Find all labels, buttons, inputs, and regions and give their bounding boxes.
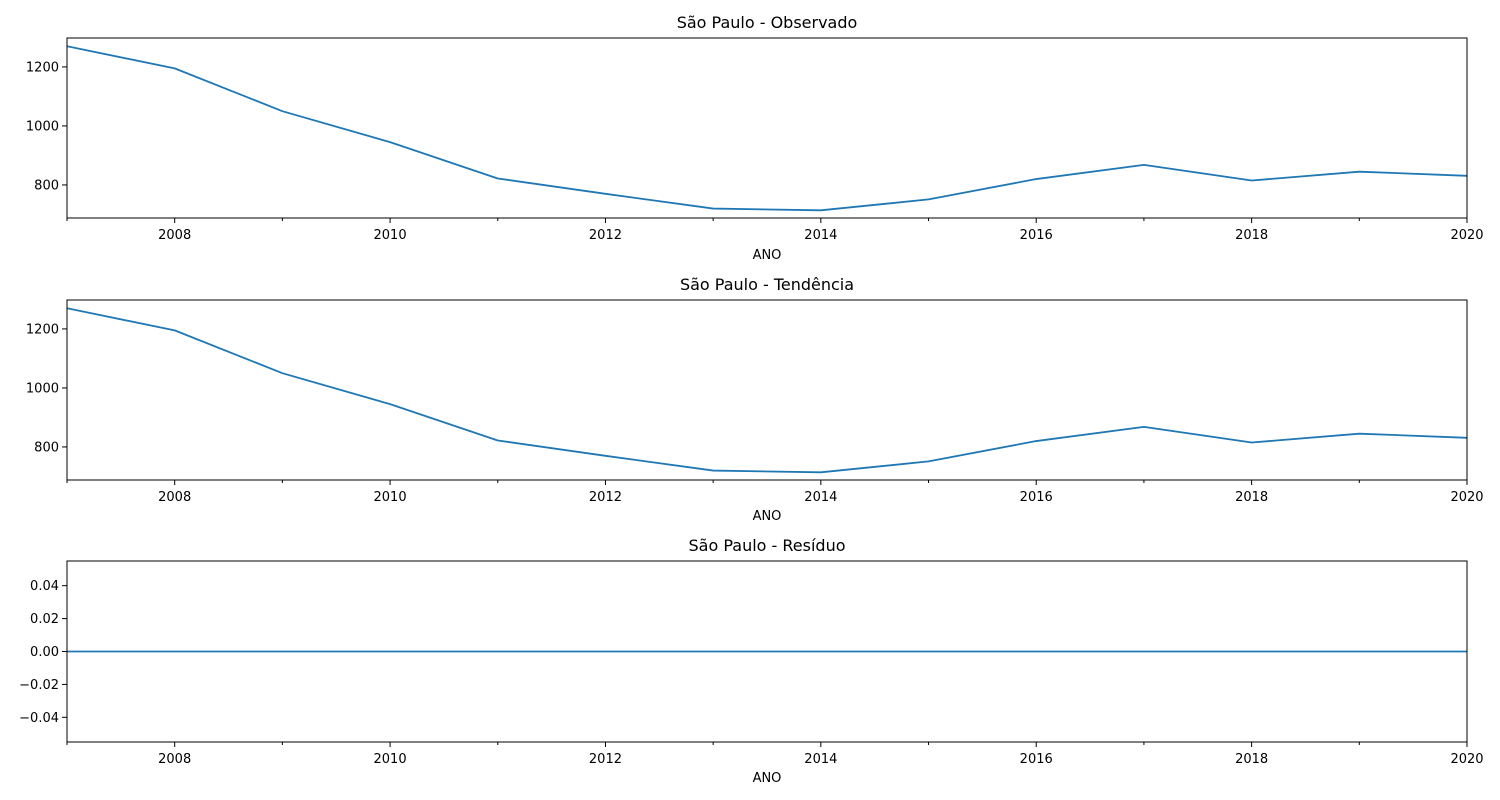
- trend-x-tick-label: 2018: [1235, 490, 1268, 505]
- trend-x-tick-label: 2010: [374, 490, 407, 505]
- trend-x-tick-label: 2012: [589, 490, 622, 505]
- observed-title: São Paulo - Observado: [677, 13, 858, 32]
- observed-x-tick-label: 2012: [589, 228, 622, 243]
- residual-x-tick-label: 2020: [1450, 752, 1483, 767]
- observed-x-tick-label: 2008: [158, 228, 191, 243]
- residual-x-axis-label: ANO: [753, 771, 782, 786]
- trend-x-tick-label: 2008: [158, 490, 191, 505]
- observed-y-tick-label: 1200: [26, 60, 59, 75]
- residual-x-tick-label: 2012: [589, 752, 622, 767]
- residual-x-tick-label: 2016: [1020, 752, 1053, 767]
- observed-x-tick-label: 2016: [1020, 228, 1053, 243]
- observed-x-tick-label: 2020: [1450, 228, 1483, 243]
- residual-y-tick-label: 0.00: [30, 645, 59, 660]
- trend-y-tick-label: 1000: [26, 381, 59, 396]
- observed-x-tick-label: 2014: [804, 228, 837, 243]
- residual-y-tick-label: −0.04: [19, 711, 59, 726]
- trend-y-tick-label: 1200: [26, 322, 59, 337]
- residual-y-tick-label: −0.02: [19, 678, 59, 693]
- observed-x-tick-label: 2010: [374, 228, 407, 243]
- trend-title: São Paulo - Tendência: [680, 275, 854, 294]
- observed-x-tick-label: 2018: [1235, 228, 1268, 243]
- observed-y-tick-label: 800: [34, 178, 59, 193]
- residual-x-tick-label: 2008: [158, 752, 191, 767]
- residual-y-tick-label: 0.02: [30, 612, 59, 627]
- trend-x-tick-label: 2014: [804, 490, 837, 505]
- residual-x-tick-label: 2018: [1235, 752, 1268, 767]
- trend-x-tick-label: 2020: [1450, 490, 1483, 505]
- residual-x-tick-label: 2010: [374, 752, 407, 767]
- trend-y-tick-label: 800: [34, 440, 59, 455]
- residual-x-tick-label: 2014: [804, 752, 837, 767]
- trend-x-tick-label: 2016: [1020, 490, 1053, 505]
- trend-x-axis-label: ANO: [753, 509, 782, 524]
- observed-x-axis-label: ANO: [753, 248, 782, 263]
- residual-y-tick-label: 0.04: [30, 579, 59, 594]
- observed-y-tick-label: 1000: [26, 119, 59, 134]
- residual-title: São Paulo - Resíduo: [689, 536, 846, 555]
